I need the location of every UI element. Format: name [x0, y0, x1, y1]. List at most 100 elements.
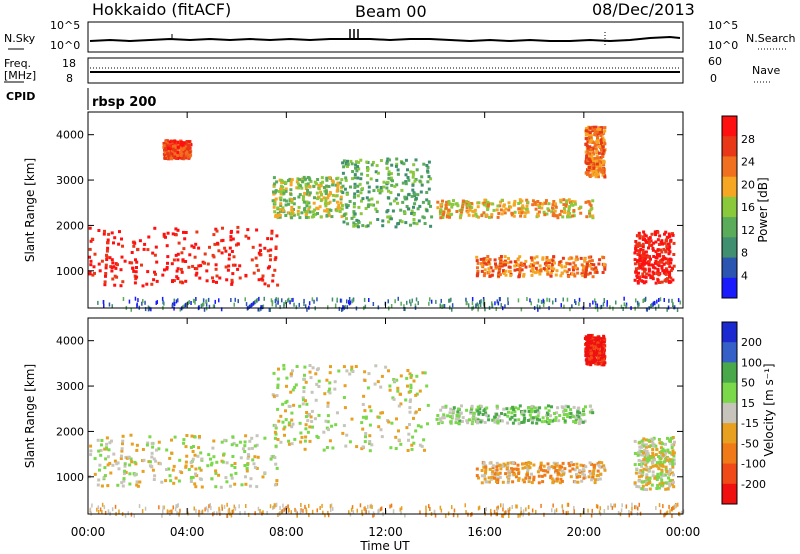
- scatter-cell: [325, 209, 329, 213]
- scatter-cell: [601, 161, 605, 165]
- scatter-cell: [296, 177, 300, 181]
- scatter-cell: [598, 510, 601, 515]
- scatter-cell: [655, 461, 659, 465]
- scatter-cell: [654, 464, 658, 468]
- scatter-cell: [303, 208, 306, 212]
- scatter-cell: [658, 281, 662, 284]
- scatter-cell: [372, 513, 374, 518]
- scatter-cell: [601, 271, 605, 274]
- colorbar-swatch: [722, 483, 737, 505]
- scatter-cell: [352, 510, 355, 515]
- scatter-cell: [664, 481, 668, 485]
- scatter-cell: [525, 462, 529, 466]
- scatter-cell: [363, 297, 366, 302]
- scatter-cell: [570, 200, 574, 203]
- scatter-cell: [584, 160, 588, 164]
- scatter-cell: [277, 297, 279, 302]
- scatter-cell: [229, 473, 233, 477]
- scatter-cell: [278, 215, 282, 219]
- scatter-cell: [382, 185, 386, 189]
- scatter-cell: [668, 462, 672, 466]
- scatter-cell: [356, 508, 358, 513]
- scatter-cell: [647, 273, 651, 277]
- scatter-cell: [106, 455, 110, 459]
- scatter-cell: [375, 164, 379, 168]
- scatter-cell: [474, 417, 478, 421]
- scatter-cell: [221, 226, 224, 230]
- scatter-cell: [394, 164, 398, 168]
- scatter-cell: [351, 505, 354, 510]
- scatter-cell: [369, 177, 373, 181]
- scatter-cell: [664, 249, 668, 253]
- scatter-cell: [600, 126, 604, 130]
- scatter-cell: [483, 477, 487, 481]
- scatter-cell: [230, 443, 234, 447]
- scatter-cell: [590, 478, 594, 482]
- scatter-cell: [542, 267, 546, 271]
- scatter-cell: [567, 257, 571, 261]
- scatter-cell: [471, 306, 473, 311]
- scatter-cell: [589, 160, 593, 164]
- scatter-cell: [211, 276, 214, 280]
- scatter-cell: [184, 231, 188, 234]
- scatter-cell: [660, 264, 664, 268]
- scatter-cell: [322, 510, 324, 515]
- scatter-cell: [193, 506, 195, 511]
- scatter-cell: [635, 242, 639, 246]
- scatter-cell: [599, 305, 602, 310]
- scatter-cell: [110, 231, 114, 235]
- scatter-cell: [444, 404, 448, 408]
- scatter-cell: [642, 230, 646, 234]
- scatter-cell: [132, 244, 136, 248]
- scatter-cell: [254, 299, 257, 304]
- scatter-cell: [508, 417, 512, 421]
- scatter-cell: [355, 218, 359, 222]
- nsky-axis-hi: 10^5: [50, 19, 80, 32]
- scatter-cell: [105, 249, 109, 253]
- scatter-cell: [303, 439, 307, 443]
- scatter-cell: [88, 247, 92, 251]
- scatter-cell: [422, 216, 426, 220]
- scatter-cell: [356, 189, 360, 193]
- scatter-cell: [247, 236, 251, 240]
- scatter-cell: [101, 502, 104, 507]
- scatter-cell: [253, 455, 257, 459]
- scatter-cell: [673, 504, 676, 509]
- scatter-cell: [510, 211, 514, 215]
- scatter-cell: [585, 154, 589, 158]
- scatter-cell: [350, 417, 354, 421]
- scatter-cell: [304, 380, 308, 384]
- scatter-cell: [483, 203, 487, 207]
- scatter-cell: [640, 464, 644, 468]
- scatter-cell: [304, 184, 308, 188]
- scatter-cell: [442, 212, 445, 216]
- scatter-cell: [248, 439, 252, 443]
- scatter-cell: [671, 449, 675, 453]
- scatter-cell: [336, 297, 338, 302]
- scatter-cell: [111, 304, 113, 309]
- scatter-cell: [638, 234, 642, 238]
- scatter-cell: [496, 478, 500, 482]
- scatter-cell: [277, 300, 279, 305]
- scatter-cell: [643, 298, 645, 303]
- scatter-cell: [562, 297, 564, 302]
- scatter-cell: [191, 450, 195, 453]
- scatter-cell: [297, 195, 301, 199]
- scatter-cell: [491, 464, 495, 468]
- scatter-cell: [651, 461, 655, 465]
- scatter-cell: [305, 402, 309, 406]
- scatter-cell: [279, 196, 283, 200]
- scatter-cell: [672, 473, 675, 477]
- scatter-cell: [590, 341, 594, 345]
- scatter-cell: [653, 300, 656, 305]
- scatter-cell: [252, 462, 256, 466]
- scatter-cell: [594, 301, 597, 306]
- scatter-cell: [151, 468, 155, 472]
- colorbar-swatch: [722, 136, 737, 157]
- scatter-cell: [357, 205, 361, 209]
- scatter-cell: [623, 302, 626, 307]
- scatter-cell: [547, 202, 551, 206]
- nsky-label: N.Sky: [4, 32, 36, 45]
- scatter-cell: [268, 254, 272, 258]
- scatter-cell: [639, 453, 643, 457]
